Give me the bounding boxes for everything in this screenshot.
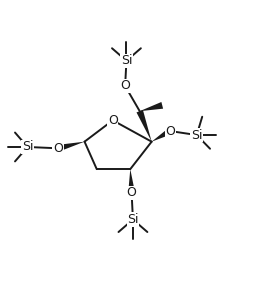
Text: Si: Si xyxy=(121,54,132,67)
Text: O: O xyxy=(120,79,130,92)
Text: Si: Si xyxy=(22,140,33,153)
Text: Si: Si xyxy=(127,213,139,226)
Text: O: O xyxy=(108,114,118,127)
Text: O: O xyxy=(53,142,63,155)
Text: O: O xyxy=(165,124,175,138)
Text: O: O xyxy=(127,186,137,200)
Polygon shape xyxy=(128,169,135,193)
Polygon shape xyxy=(140,102,163,111)
Polygon shape xyxy=(136,110,152,142)
Polygon shape xyxy=(57,142,84,152)
Polygon shape xyxy=(152,128,172,142)
Text: Si: Si xyxy=(191,128,203,142)
